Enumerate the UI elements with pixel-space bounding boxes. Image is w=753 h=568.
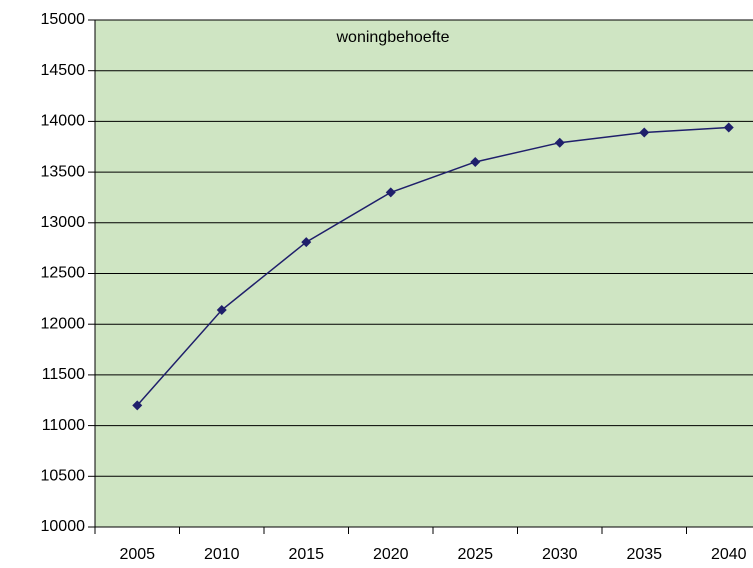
x-tick-label: 2020 (373, 546, 409, 563)
marker (385, 187, 396, 198)
x-tick-label: 2035 (626, 546, 662, 563)
y-tick-label: 10500 (41, 468, 86, 485)
marker (216, 305, 227, 316)
x-tick-label: 2025 (457, 546, 493, 563)
x-tick-label: 2015 (288, 546, 324, 563)
marker (301, 237, 312, 248)
marker (723, 122, 734, 133)
x-tick-label: 2005 (119, 546, 155, 563)
y-tick-label: 13500 (41, 163, 86, 180)
y-tick-label: 11000 (42, 417, 85, 434)
y-tick-label: 14000 (41, 113, 86, 130)
series-line (136, 126, 729, 406)
marker (132, 400, 143, 411)
marker (639, 127, 650, 138)
marker (554, 137, 565, 148)
x-tick-label: 2010 (204, 546, 240, 563)
x-tick-label: 2040 (711, 546, 747, 563)
y-tick-label: 11500 (42, 366, 85, 383)
y-tick-label: 10000 (41, 518, 86, 535)
chart-title: woningbehoefte (336, 29, 450, 46)
y-tick-label: 15000 (41, 11, 86, 28)
x-tick-label: 2030 (542, 546, 578, 563)
y-tick-label: 13000 (41, 214, 86, 231)
y-tick-label: 12000 (41, 315, 86, 332)
y-tick-label: 12500 (41, 265, 86, 282)
y-tick-label: 14500 (41, 62, 86, 79)
marker (470, 156, 481, 167)
